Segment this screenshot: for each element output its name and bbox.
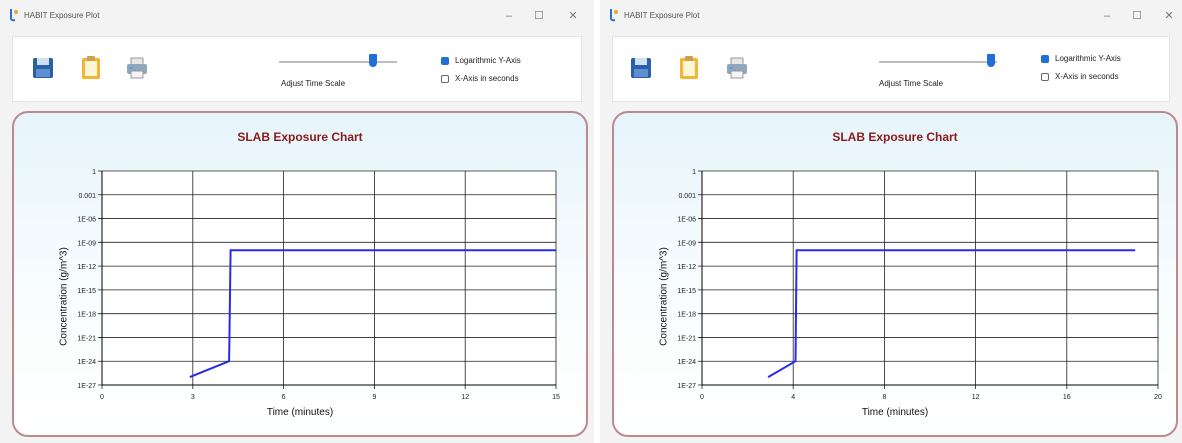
x-axis-seconds-label: X-Axis in seconds: [1055, 72, 1119, 81]
maximize-button[interactable]: ☐: [534, 10, 544, 22]
x-axis-label: Time (minutes): [861, 407, 929, 418]
y-tick-label: 0.001: [678, 193, 696, 200]
y-tick-label: 1E-24: [677, 359, 696, 366]
y-tick-label: 1E-09: [677, 240, 696, 247]
maximize-button[interactable]: ☐: [1132, 10, 1142, 22]
y-tick-label: 1: [92, 169, 96, 176]
app-icon: [10, 9, 18, 22]
close-button[interactable]: ✕: [568, 10, 578, 22]
y-tick-label: 1: [692, 169, 696, 176]
y-tick-label: 1E-21: [677, 335, 696, 342]
divider: [594, 0, 600, 443]
toolbar: Adjust Time Scale Logarithmic Y-Axis X-A…: [612, 36, 1170, 102]
save-icon[interactable]: [629, 55, 653, 81]
plot-area: [702, 171, 1158, 385]
window-title: HABIT Exposure Plot: [24, 11, 100, 20]
log-y-axis-checkbox[interactable]: [441, 57, 449, 65]
time-scale-label: Adjust Time Scale: [879, 79, 944, 88]
x-tick-label: 16: [1063, 394, 1071, 401]
y-tick-label: 1E-18: [677, 312, 696, 319]
x-tick-label: 3: [191, 394, 195, 401]
x-tick-label: 4: [791, 394, 795, 401]
log-y-axis-label: Logarithmic Y-Axis: [1055, 54, 1121, 63]
series-line: [189, 249, 556, 379]
line-chart: 1E-27 1E-24 1E-21 1E-18 1E-15 1E-12 1E-09 1E-06…: [77, 169, 560, 401]
y-tick-label: 1E-12: [677, 264, 696, 271]
x-tick-label: 15: [552, 394, 560, 401]
y-tick-label: 1E-15: [677, 288, 696, 295]
x-axis-label: Time (minutes): [266, 407, 334, 418]
x-tick-label: 0: [700, 394, 704, 401]
y-tick-label: 1E-12: [77, 264, 96, 271]
close-button[interactable]: ✕: [1164, 10, 1174, 22]
x-tick-label: 6: [282, 394, 286, 401]
exposure-plot-window-left: HABIT Exposure Plot – ☐ ✕ Adjust Time Sc…: [0, 0, 594, 443]
time-scale-slider-track[interactable]: [879, 61, 997, 63]
x-tick-label: 20: [1154, 394, 1162, 401]
y-tick-label: 1E-27: [677, 383, 696, 390]
x-axis-seconds-checkbox[interactable]: [441, 75, 449, 83]
chart-panel: SLAB Exposure Chart Concentration (g/m^3…: [12, 111, 588, 437]
clipboard-icon[interactable]: [677, 55, 701, 81]
y-tick-label: 1E-06: [77, 217, 96, 224]
log-y-axis-label: Logarithmic Y-Axis: [455, 56, 521, 65]
y-tick-label: 1E-27: [77, 383, 96, 390]
minimize-button[interactable]: –: [1103, 10, 1111, 22]
chart-title: SLAB Exposure Chart: [832, 130, 958, 144]
print-icon[interactable]: [725, 55, 749, 81]
plot-area: [102, 171, 556, 385]
y-tick-label: 1E-15: [77, 288, 96, 295]
time-scale-slider-thumb[interactable]: [987, 54, 996, 67]
line-chart: 1E-27 1E-24 1E-21 1E-18 1E-15 1E-12 1E-09 1E-06…: [677, 169, 1162, 401]
chart-panel: SLAB Exposure Chart Concentration (g/m^3…: [612, 111, 1178, 437]
print-icon[interactable]: [125, 55, 149, 81]
log-y-axis-checkbox[interactable]: [1041, 55, 1049, 63]
x-tick-label: 12: [461, 394, 469, 401]
y-tick-label: 1E-24: [77, 359, 96, 366]
time-scale-label: Adjust Time Scale: [281, 79, 346, 88]
x-axis-seconds-checkbox[interactable]: [1041, 73, 1049, 81]
x-axis-seconds-label: X-Axis in seconds: [455, 74, 519, 83]
x-tick-label: 0: [100, 394, 104, 401]
y-tick-label: 1E-09: [77, 240, 96, 247]
save-icon[interactable]: [31, 55, 55, 81]
x-tick-label: 8: [882, 394, 886, 401]
y-tick-label: 0.001: [78, 193, 96, 200]
exposure-plot-window-right: HABIT Exposure Plot – ☐ ✕ Adjust Time Sc…: [600, 0, 1182, 443]
series-line: [767, 249, 1136, 378]
minimize-button[interactable]: –: [505, 10, 513, 22]
chart-title: SLAB Exposure Chart: [237, 130, 363, 144]
app-icon: [610, 9, 618, 22]
x-tick-label: 12: [972, 394, 980, 401]
y-tick-label: 1E-18: [77, 312, 96, 319]
x-tick-label: 9: [372, 394, 376, 401]
y-tick-label: 1E-06: [677, 217, 696, 224]
title-bar: HABIT Exposure Plot – ☐ ✕: [600, 0, 1182, 34]
time-scale-slider-track[interactable]: [279, 61, 397, 63]
window-title: HABIT Exposure Plot: [624, 11, 700, 20]
time-scale-slider-thumb[interactable]: [369, 54, 378, 67]
clipboard-icon[interactable]: [79, 55, 103, 81]
y-tick-label: 1E-21: [77, 335, 96, 342]
title-bar: HABIT Exposure Plot – ☐ ✕: [0, 0, 594, 34]
toolbar: Adjust Time Scale Logarithmic Y-Axis X-A…: [12, 36, 582, 102]
